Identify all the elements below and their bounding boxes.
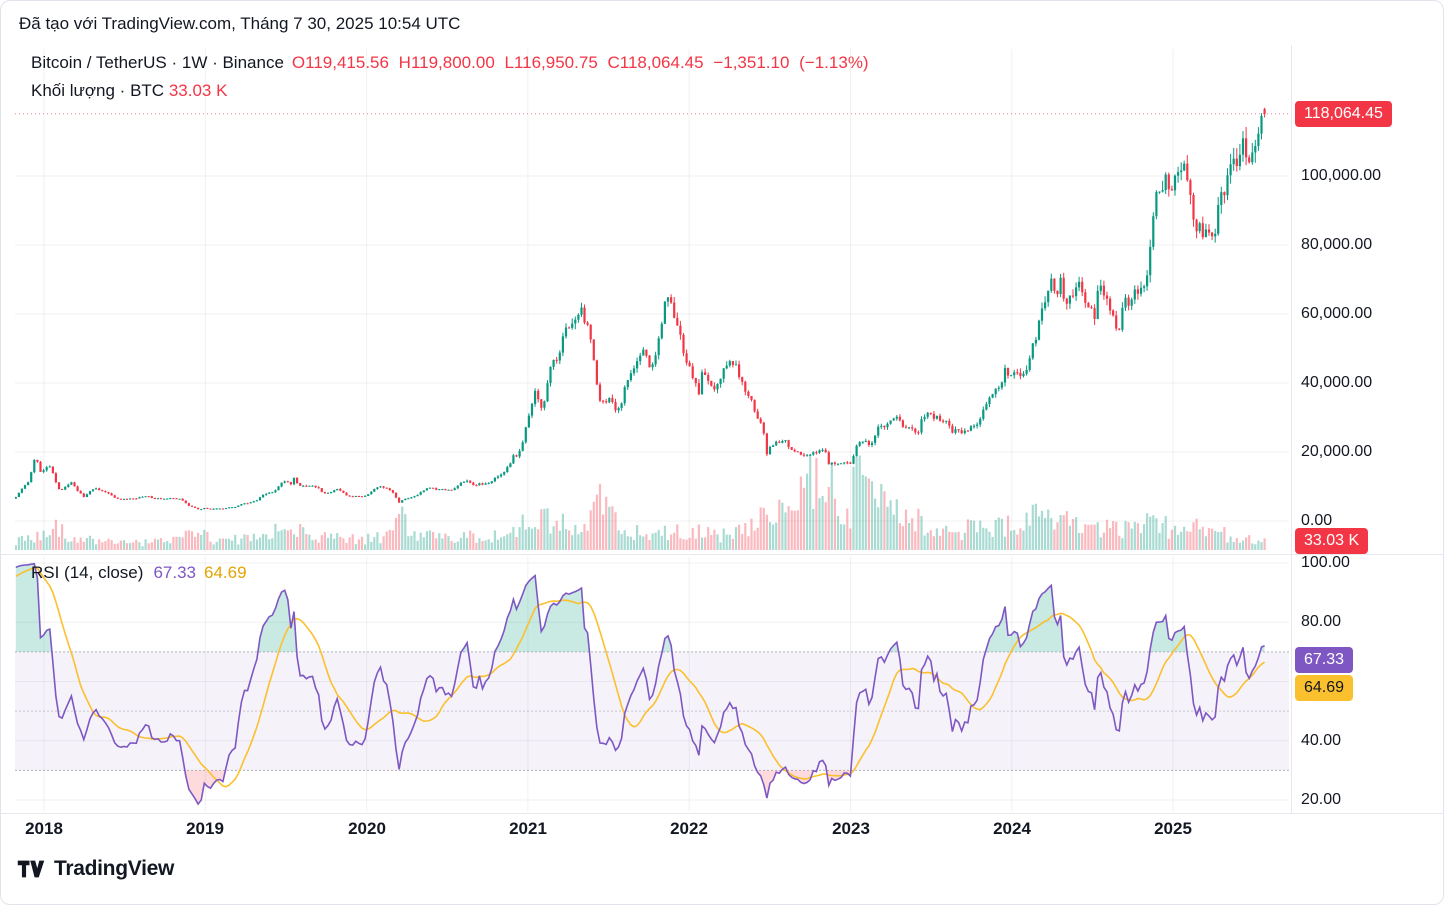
ohlc-values: O119,415.56 H119,800.00 L116,950.75 C118… [291, 53, 869, 72]
symbol-title: Bitcoin / TetherUS · 1W · Binance [31, 53, 284, 72]
chart-canvas [15, 49, 1289, 811]
time-axis-label: 2019 [186, 819, 224, 838]
tradingview-logo-icon [17, 858, 45, 880]
time-axis-label: 2020 [348, 819, 386, 838]
rsi-ma-value: 64.69 [203, 563, 247, 582]
volume-legend: Khối lượng · BTC 33.03 K [31, 81, 227, 101]
pane-separator [1, 554, 1443, 555]
rsi-axis-label: 20.00 [1301, 791, 1342, 808]
price-axis-label: 60,000.00 [1301, 305, 1373, 322]
volume-value: 33.03 K [168, 81, 228, 100]
time-axis-separator [1, 813, 1443, 814]
time-axis-label: 2022 [670, 819, 708, 838]
last-price-badge: 118,064.45 [1295, 101, 1392, 127]
volume-badge: 33.03 K [1295, 528, 1369, 554]
rsi-value: 67.33 [153, 563, 196, 582]
time-axis-label: 2023 [832, 819, 870, 838]
price-axis-label: 0.00 [1301, 512, 1333, 529]
rsi-indicator-label: RSI (14, close) [31, 563, 144, 582]
time-axis-label: 2021 [509, 819, 547, 838]
price-axis-label: 80,000.00 [1301, 236, 1373, 253]
volume-label: Khối lượng · BTC [31, 81, 165, 100]
attribution-text: Đã tạo với TradingView.com, Tháng 7 30, … [19, 14, 461, 33]
rsi-axis-label: 100.00 [1301, 554, 1350, 571]
time-axis-label: 2024 [993, 819, 1031, 838]
time-axis-label: 2025 [1154, 819, 1192, 838]
price-axis-label: 20,000.00 [1301, 443, 1373, 460]
rsi-axis-label: 80.00 [1301, 613, 1342, 630]
rsi-legend: RSI (14, close) 67.33 64.69 [31, 563, 247, 583]
tradingview-link[interactable]: TradingView [17, 857, 174, 881]
price-axis-separator [1291, 45, 1292, 813]
symbol-legend: Bitcoin / TetherUS · 1W · Binance O119,41… [31, 53, 869, 73]
rsi-axis-label: 40.00 [1301, 732, 1342, 749]
price-axis-label: 40,000.00 [1301, 374, 1373, 391]
rsi-badge: 67.33 [1295, 647, 1354, 673]
rsi-ma-badge: 64.69 [1295, 675, 1354, 701]
brand-name: TradingView [54, 857, 175, 880]
time-axis-label: 2018 [25, 819, 63, 838]
price-axis-label: 100,000.00 [1301, 167, 1382, 184]
